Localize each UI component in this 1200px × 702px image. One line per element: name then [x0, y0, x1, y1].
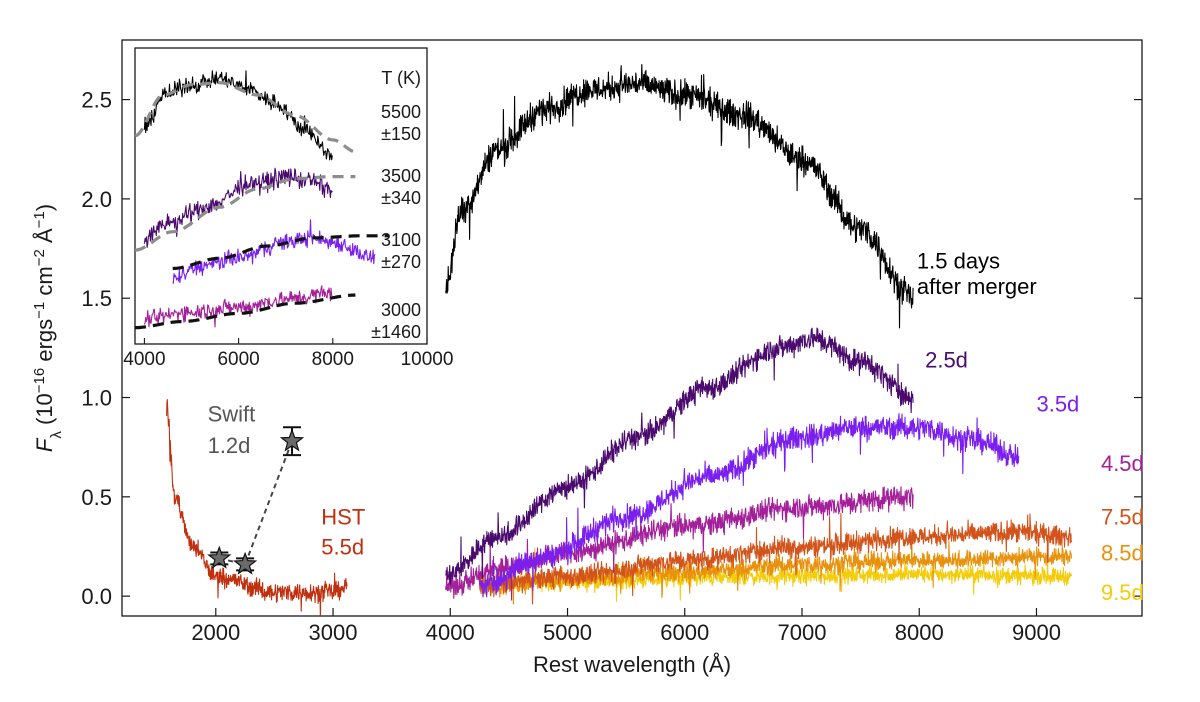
label-7-5d: 7.5d [1101, 505, 1144, 530]
x-tick-label-9000: 9000 [1012, 620, 1061, 645]
spectrum-2-5d [445, 327, 914, 586]
swift-point-2 [279, 428, 305, 452]
inset-spectrum-5500 [143, 70, 333, 161]
spectrum-1-5-days-after-merger [445, 63, 914, 329]
y-axis-title: Fλ (10−16 ergs−1 cm−2 Å−1) [31, 204, 65, 452]
inset-temp-3000-err: ±1460 [371, 322, 421, 342]
inset-spectrum-3100 [172, 219, 376, 284]
spectrum-hst-5-5d [166, 399, 348, 616]
y-tick-label-2.5: 2.5 [81, 88, 112, 113]
inset-x-tick-label-8000: 8000 [312, 349, 354, 370]
inset-blackbody-fit-1 [135, 175, 356, 252]
y-tick-label-2.0: 2.0 [81, 187, 112, 212]
inset-temp-5500-err: ±150 [381, 124, 421, 144]
main-series [166, 63, 1073, 616]
x-tick-label-4000: 4000 [426, 620, 475, 645]
inset-temp-5500: 5500 [381, 102, 421, 122]
x-tick-label-3000: 3000 [309, 620, 358, 645]
inset-x-tick-label-10000: 10000 [401, 349, 454, 370]
x-axis-title: Rest wavelength (Å) [533, 652, 731, 677]
inset-temp-3500: 3500 [381, 166, 421, 186]
inset-fits [135, 81, 390, 330]
label-hst: HST [321, 505, 365, 530]
label-5-5d: 5.5d [321, 534, 364, 559]
x-tick-label-8000: 8000 [895, 620, 944, 645]
label-1-2d: 1.2d [208, 433, 251, 458]
inset-blackbody-fit-2 [172, 234, 390, 271]
inset-temp-3100: 3100 [381, 230, 421, 250]
x-tick-label-2000: 2000 [191, 620, 240, 645]
label-9-5d: 9.5d [1101, 580, 1144, 605]
label-4-5d: 4.5d [1101, 451, 1144, 476]
swift-point-1 [232, 551, 258, 575]
label-after-merger: after merger [917, 274, 1037, 299]
swift-point-0 [207, 545, 232, 569]
label-swift: Swift [208, 401, 256, 426]
inset-blackbody-fit-0 [135, 81, 356, 154]
label-2-5d: 2.5d [925, 348, 968, 373]
inset-x-tick-label-6000: 6000 [217, 349, 259, 370]
label-1-5-days: 1.5 days [917, 248, 1000, 273]
y-tick-label-1.5: 1.5 [81, 286, 112, 311]
label-3-5d: 3.5d [1036, 391, 1079, 416]
main-axes: 2000 3000 4000 5000 6000 7000 8000 9000 0.0 0.5 1.… [81, 88, 1142, 645]
y-tick-label-0.0: 0.0 [81, 584, 112, 609]
inset-temp-3500-err: ±340 [381, 188, 421, 208]
inset-x-tick-label-4000: 4000 [123, 349, 165, 370]
inset-temp-3000: 3000 [381, 300, 421, 320]
swift-photometry [207, 426, 305, 575]
inset-axes: 4000 6000 8000 10000 [123, 338, 453, 370]
x-tick-label-6000: 6000 [660, 620, 709, 645]
y-tick-label-0.5: 0.5 [81, 485, 112, 510]
x-tick-label-7000: 7000 [778, 620, 827, 645]
inset-temp-3100-err: ±270 [381, 252, 421, 272]
spectrum-7-5d [479, 513, 1073, 605]
inset-temperature-header: T (K) [381, 68, 421, 88]
x-tick-label-5000: 5000 [543, 620, 592, 645]
y-tick-label-1.0: 1.0 [81, 386, 112, 411]
inset-blackbody-fit-3 [135, 293, 356, 330]
label-8-5d: 8.5d [1101, 540, 1144, 565]
spectrum-3-5d [479, 413, 1020, 598]
